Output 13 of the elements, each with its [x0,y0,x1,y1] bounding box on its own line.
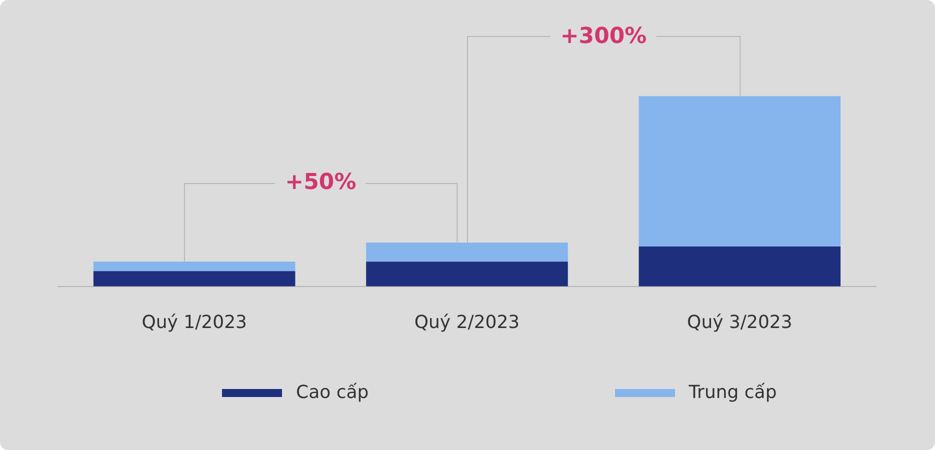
legend-label: Trung cấp [688,382,777,403]
text: +300% [560,24,647,49]
bar [366,262,568,286]
bar [638,96,841,246]
bar [366,242,568,262]
annotation: +50% [285,170,356,196]
bar [638,246,841,286]
x-tick-label: Quý 2/2023 [414,312,520,333]
bar [93,271,296,286]
x-tick-label: Quý 1/2023 [142,312,247,333]
x-tick-label: Quý 3/2023 [687,312,792,333]
bar [93,262,296,272]
legend-label: Cao cấp [296,382,369,403]
